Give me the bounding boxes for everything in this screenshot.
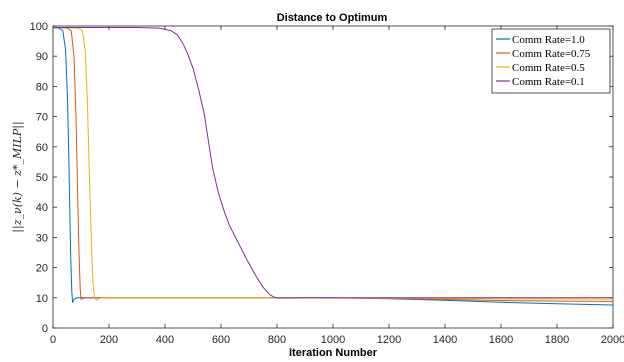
- y-tick-label: 50: [36, 172, 48, 184]
- y-tick-label: 10: [36, 293, 48, 305]
- y-tick-label: 0: [42, 323, 48, 335]
- legend-label: Comm Rate=0.1: [512, 76, 585, 88]
- x-axis: 0 200 400 600 800 1000 1200 1400 1600 1800 2000: [50, 26, 624, 346]
- y-tick-label: 70: [36, 112, 48, 124]
- x-axis-label: Iteration Number: [289, 347, 378, 359]
- legend: Comm Rate=1.0 Comm Rate=0.75 Comm Rate=0.5…: [491, 28, 611, 94]
- y-axis: 0 10 20 30 40 50 60 70 80 90 100: [30, 21, 613, 335]
- series-line: [52, 27, 614, 306]
- y-tick-label: 20: [36, 263, 48, 275]
- x-tick-label: 1800: [545, 334, 569, 346]
- x-tick-label: 600: [212, 334, 230, 346]
- series-lines: [52, 27, 614, 306]
- x-tick-label: 200: [100, 334, 118, 346]
- y-axis-label: ||z_ν(k) − z*_MILP||: [11, 121, 25, 232]
- y-tick-label: 40: [36, 202, 48, 214]
- y-tick-label: 90: [36, 51, 48, 63]
- legend-box: [491, 28, 611, 94]
- x-tick-label: 400: [156, 334, 174, 346]
- x-tick-label: 1600: [489, 334, 513, 346]
- x-tick-label: 1000: [321, 334, 345, 346]
- legend-label: Comm Rate=0.75: [512, 48, 591, 60]
- legend-label: Comm Rate=0.5: [512, 62, 585, 74]
- series-line: [52, 27, 614, 302]
- x-tick-label: 800: [268, 334, 286, 346]
- x-tick-label: 0: [50, 334, 56, 346]
- x-tick-label: 1400: [433, 334, 457, 346]
- y-tick-label: 100: [30, 21, 48, 33]
- chart-title: Distance to Optimum: [277, 12, 388, 24]
- x-tick-label: 1200: [377, 334, 401, 346]
- x-tick-label: 2000: [601, 334, 624, 346]
- legend-label: Comm Rate=1.0: [512, 34, 585, 46]
- y-tick-label: 60: [36, 142, 48, 154]
- y-tick-label: 80: [36, 81, 48, 93]
- y-tick-label: 30: [36, 232, 48, 244]
- series-line: [53, 27, 613, 299]
